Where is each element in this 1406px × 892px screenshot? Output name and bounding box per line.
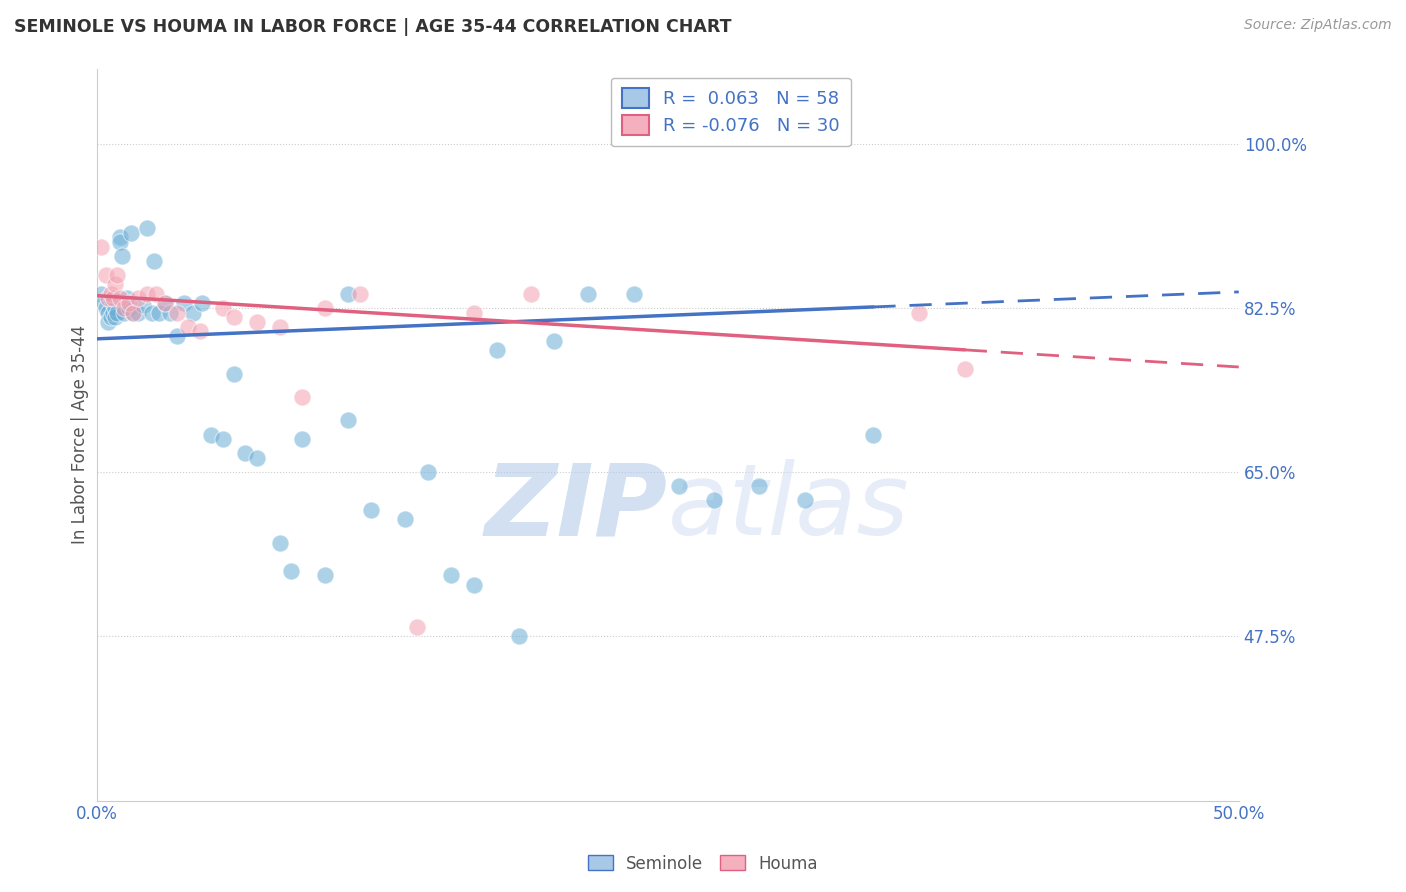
- Point: [291, 432, 314, 446]
- Point: [246, 450, 269, 465]
- Point: [136, 286, 159, 301]
- Point: [314, 301, 336, 315]
- Point: [394, 512, 416, 526]
- Point: [155, 296, 177, 310]
- Point: [191, 296, 214, 310]
- Point: [668, 479, 690, 493]
- Point: [111, 249, 134, 263]
- Point: [120, 226, 142, 240]
- Point: [337, 413, 360, 427]
- Point: [181, 305, 204, 319]
- Point: [623, 286, 645, 301]
- Point: [463, 578, 485, 592]
- Legend: R =  0.063   N = 58, R = -0.076   N = 30: R = 0.063 N = 58, R = -0.076 N = 30: [610, 78, 851, 146]
- Point: [314, 568, 336, 582]
- Point: [155, 296, 177, 310]
- Point: [188, 324, 211, 338]
- Point: [508, 629, 530, 643]
- Point: [793, 493, 815, 508]
- Point: [211, 432, 233, 446]
- Point: [222, 367, 245, 381]
- Point: [100, 286, 122, 301]
- Point: [90, 240, 112, 254]
- Point: [112, 301, 135, 315]
- Point: [107, 305, 129, 319]
- Point: [337, 286, 360, 301]
- Point: [107, 268, 129, 282]
- Text: SEMINOLE VS HOUMA IN LABOR FORCE | AGE 35-44 CORRELATION CHART: SEMINOLE VS HOUMA IN LABOR FORCE | AGE 3…: [14, 18, 731, 36]
- Point: [405, 620, 427, 634]
- Point: [97, 292, 120, 306]
- Point: [349, 286, 371, 301]
- Point: [108, 235, 131, 249]
- Point: [291, 390, 314, 404]
- Point: [104, 301, 127, 315]
- Point: [101, 296, 124, 310]
- Point: [148, 305, 170, 319]
- Point: [104, 277, 127, 292]
- Point: [280, 564, 302, 578]
- Point: [222, 310, 245, 325]
- Point: [143, 254, 166, 268]
- Point: [97, 315, 120, 329]
- Y-axis label: In Labor Force | Age 35-44: In Labor Force | Age 35-44: [72, 325, 89, 544]
- Text: ZIP: ZIP: [485, 459, 668, 557]
- Point: [173, 296, 195, 310]
- Point: [122, 305, 145, 319]
- Point: [104, 310, 127, 325]
- Point: [862, 427, 884, 442]
- Point: [115, 292, 138, 306]
- Point: [141, 305, 163, 319]
- Point: [108, 230, 131, 244]
- Point: [200, 427, 222, 442]
- Point: [122, 305, 145, 319]
- Point: [136, 221, 159, 235]
- Point: [576, 286, 599, 301]
- Point: [112, 305, 135, 319]
- Point: [543, 334, 565, 348]
- Point: [127, 305, 149, 319]
- Point: [127, 292, 149, 306]
- Point: [101, 305, 124, 319]
- Point: [97, 305, 120, 319]
- Point: [145, 286, 167, 301]
- Point: [108, 292, 131, 306]
- Point: [246, 315, 269, 329]
- Point: [177, 319, 200, 334]
- Point: [159, 305, 181, 319]
- Text: atlas: atlas: [668, 459, 910, 557]
- Point: [360, 502, 382, 516]
- Point: [269, 319, 291, 334]
- Point: [908, 305, 931, 319]
- Text: Source: ZipAtlas.com: Source: ZipAtlas.com: [1244, 18, 1392, 32]
- Point: [118, 296, 141, 310]
- Point: [131, 298, 153, 312]
- Point: [702, 493, 724, 508]
- Point: [416, 465, 439, 479]
- Point: [748, 479, 770, 493]
- Point: [100, 310, 122, 325]
- Point: [101, 292, 124, 306]
- Point: [100, 292, 122, 306]
- Point: [953, 362, 976, 376]
- Point: [166, 329, 188, 343]
- Point: [463, 305, 485, 319]
- Point: [94, 268, 117, 282]
- Point: [166, 305, 188, 319]
- Point: [211, 301, 233, 315]
- Point: [440, 568, 463, 582]
- Point: [235, 446, 257, 460]
- Point: [485, 343, 508, 357]
- Point: [94, 301, 117, 315]
- Point: [269, 535, 291, 549]
- Point: [90, 286, 112, 301]
- Point: [118, 301, 141, 315]
- Legend: Seminole, Houma: Seminole, Houma: [581, 848, 825, 880]
- Point: [93, 296, 115, 310]
- Point: [520, 286, 543, 301]
